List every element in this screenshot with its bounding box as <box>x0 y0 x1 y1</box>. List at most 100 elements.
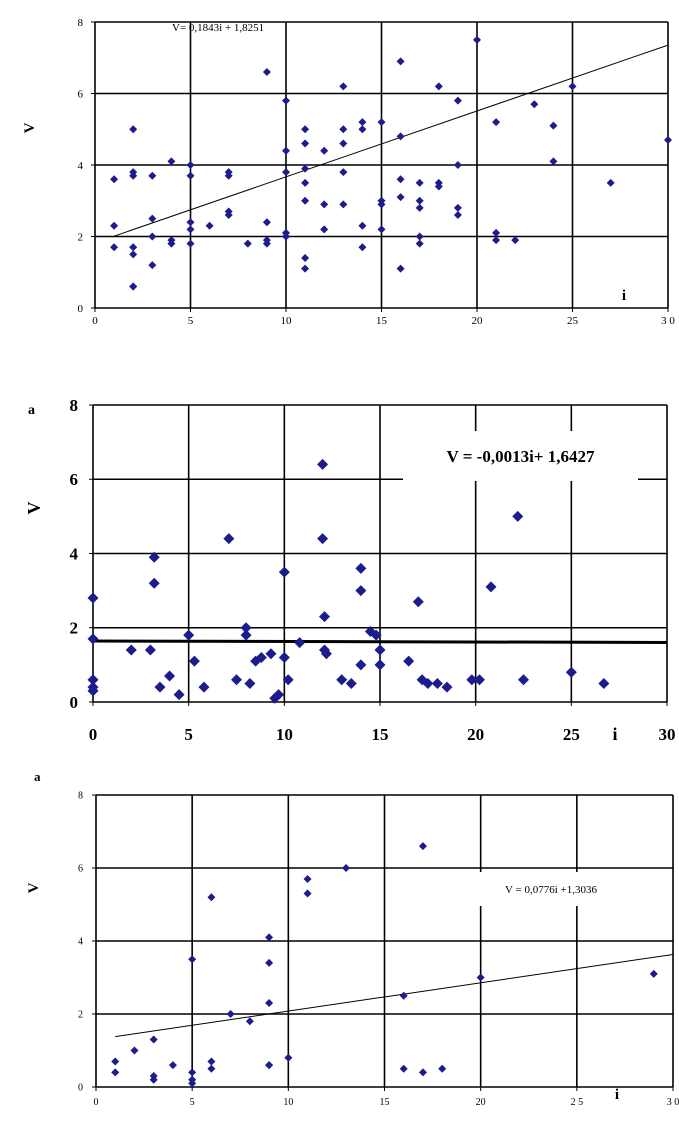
data-point <box>358 243 367 252</box>
data-point <box>377 118 386 127</box>
x-tick-label: 0 <box>89 725 98 744</box>
data-point <box>301 125 310 134</box>
data-point <box>168 1061 177 1070</box>
data-point <box>320 200 329 209</box>
data-point <box>148 214 157 223</box>
data-point <box>186 239 195 248</box>
data-point <box>512 510 524 522</box>
data-point <box>374 644 386 656</box>
x-tick-label: 2 5 <box>571 1097 584 1108</box>
data-point <box>415 239 424 248</box>
x-tick-label: 5 <box>188 315 194 327</box>
panel-label: a <box>28 403 35 418</box>
x-tick-label: 15 <box>376 315 388 327</box>
data-point <box>355 659 367 671</box>
x-tick-label: 25 <box>563 725 580 744</box>
data-point <box>549 121 558 130</box>
data-point <box>377 225 386 234</box>
data-point <box>364 625 376 637</box>
data-point <box>355 562 367 574</box>
data-point <box>167 239 176 248</box>
data-point <box>173 689 185 701</box>
data-point <box>396 57 405 66</box>
data-point <box>87 685 99 697</box>
data-point <box>568 82 577 91</box>
x-tick-label: 30 <box>659 725 676 744</box>
data-point <box>154 681 166 693</box>
data-point <box>301 139 310 148</box>
data-point <box>441 681 453 693</box>
data-point <box>319 644 331 656</box>
data-point <box>303 874 312 883</box>
data-point <box>278 651 290 663</box>
data-point <box>87 674 99 686</box>
data-point <box>244 677 256 689</box>
x-tick-label: 5 <box>184 725 193 744</box>
data-point <box>188 1079 197 1088</box>
data-point <box>453 161 462 169</box>
data-point <box>149 1075 158 1084</box>
data-point <box>317 458 329 470</box>
y-tick-label: 8 <box>78 17 84 29</box>
data-point <box>320 225 329 234</box>
data-point <box>399 1064 408 1073</box>
x-tick-label: 20 <box>476 1097 486 1108</box>
data-point <box>431 677 443 689</box>
data-point <box>265 933 274 942</box>
data-point <box>167 157 176 166</box>
x-tick-label: 3 0 <box>667 1097 679 1108</box>
x-axis-label: i <box>612 724 617 744</box>
x-tick-label: 20 <box>467 725 484 744</box>
scatter-chart-2: 0 5 10 15 20 25 30 0 2 4 6 8 V = -0,0013i+ 1,6427 Vi a <box>24 396 676 744</box>
x-tick-label: 0 <box>94 1097 99 1108</box>
data-point <box>186 161 195 169</box>
y-tick-label: 6 <box>78 864 83 875</box>
data-point <box>466 674 478 686</box>
data-point <box>301 264 310 273</box>
data-point <box>399 991 408 1000</box>
y-tick-label: 8 <box>70 396 79 415</box>
data-point <box>207 1064 216 1073</box>
data-point <box>422 677 434 689</box>
scatter-chart-1: 0 5 10 15 20 25 3 0 0 2 4 6 8 V= 0,1843i + 1,8251 Vi <box>22 17 675 327</box>
data-point <box>342 864 351 872</box>
trendline-equation: V= 0,1843i + 1,8251 <box>172 22 264 34</box>
y-tick-label: 6 <box>70 470 79 489</box>
y-axis-label: V <box>26 882 42 893</box>
data-point <box>396 175 405 184</box>
x-tick-label: 25 <box>567 315 579 327</box>
data-point <box>262 68 271 77</box>
x-tick-label: 15 <box>380 1097 390 1108</box>
data-point <box>598 677 610 689</box>
data-point <box>301 253 310 262</box>
y-tick-label: 0 <box>78 1083 83 1094</box>
data-point <box>129 171 138 180</box>
data-point <box>110 243 119 252</box>
data-point <box>453 203 462 212</box>
y-axis-label: V <box>22 122 38 133</box>
data-point <box>485 581 497 593</box>
data-point <box>473 674 485 686</box>
data-point <box>188 655 200 667</box>
data-point <box>492 236 501 245</box>
trendline <box>113 44 669 237</box>
data-point <box>320 648 332 660</box>
data-point <box>374 659 386 671</box>
data-point <box>265 958 274 967</box>
data-point <box>358 221 367 230</box>
x-tick-label: 10 <box>281 315 293 327</box>
data-point <box>255 651 267 663</box>
data-point <box>664 135 672 144</box>
data-point <box>148 551 160 563</box>
data-point <box>129 282 138 291</box>
data-point <box>434 182 443 191</box>
trendline-equation: V = 0,0776i +1,3036 <box>505 884 597 896</box>
data-point <box>415 178 424 187</box>
data-point <box>129 125 138 134</box>
x-axis-label: i <box>622 288 626 304</box>
x-tick-label: 10 <box>276 725 293 744</box>
equation-box <box>456 872 646 906</box>
trendline <box>92 639 668 644</box>
